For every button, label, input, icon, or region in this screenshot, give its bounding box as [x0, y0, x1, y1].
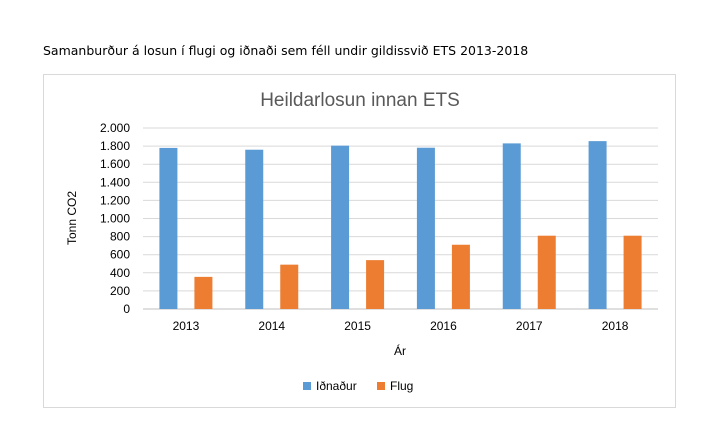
bar-idnadur-2014	[245, 149, 264, 309]
x-tick-label: 2013	[173, 319, 200, 333]
legend-swatch	[377, 382, 385, 390]
legend-label: Flug	[390, 379, 413, 393]
bar-flug-2016	[451, 244, 470, 309]
legend-label: Iðnaður	[316, 379, 357, 393]
x-tick-label: 2014	[258, 319, 285, 333]
chart-title: Heildarlosun innan ETS	[260, 90, 460, 111]
y-tick-label: 400	[110, 266, 130, 280]
y-tick-label: 2.000	[100, 121, 130, 135]
y-tick-label: 1.400	[100, 175, 130, 189]
bar-flug-2018	[623, 235, 642, 309]
x-axis-label: Ár	[394, 343, 406, 358]
y-tick-label: 800	[110, 230, 130, 244]
chart-frame	[43, 74, 676, 408]
bar-flug-2013	[194, 276, 213, 309]
y-tick-label: 1.600	[100, 157, 130, 171]
x-tick-label: 2016	[430, 319, 457, 333]
bar-flug-2017	[537, 235, 556, 309]
bar-idnadur-2015	[331, 145, 350, 309]
bar-idnadur-2016	[416, 147, 435, 309]
y-tick-label: 600	[110, 248, 130, 262]
figure-caption: Samanburður á losun í flugi og iðnaði se…	[43, 43, 529, 58]
bar-flug-2014	[280, 264, 299, 309]
y-axis-label: Tonn CO2	[65, 191, 79, 245]
x-tick-label: 2015	[344, 319, 371, 333]
legend-swatch	[303, 382, 311, 390]
x-tick-label: 2018	[602, 319, 629, 333]
x-tick-label: 2017	[516, 319, 543, 333]
y-tick-label: 1.200	[100, 193, 130, 207]
y-tick-label: 200	[110, 284, 130, 298]
bar-idnadur-2013	[159, 147, 178, 309]
y-tick-label: 0	[123, 302, 130, 316]
bar-idnadur-2018	[588, 141, 607, 309]
y-tick-label: 1.800	[100, 139, 130, 153]
y-tick-label: 1.000	[100, 212, 130, 226]
bar-idnadur-2017	[502, 143, 521, 309]
bar-flug-2015	[366, 260, 385, 309]
